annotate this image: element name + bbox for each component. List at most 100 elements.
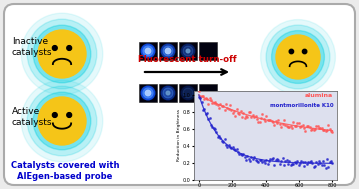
Point [246, 158, 252, 161]
Circle shape [163, 88, 173, 98]
Point [227, 103, 233, 106]
Point [282, 160, 288, 163]
Point [219, 104, 225, 107]
Point [277, 122, 283, 125]
Point [208, 124, 214, 127]
Point [309, 161, 315, 164]
Point [232, 148, 238, 151]
Point [224, 145, 230, 148]
Circle shape [38, 30, 86, 78]
Point [296, 163, 302, 166]
Point [317, 127, 323, 130]
FancyBboxPatch shape [139, 42, 157, 60]
Point [255, 160, 261, 163]
Circle shape [33, 25, 91, 83]
Point [317, 161, 323, 164]
Point [285, 125, 291, 129]
Point [266, 119, 272, 122]
Point [232, 114, 238, 117]
Point [264, 159, 269, 162]
Point [258, 116, 264, 119]
Point [293, 161, 299, 164]
Circle shape [302, 49, 307, 54]
FancyBboxPatch shape [4, 4, 355, 185]
Point [304, 125, 310, 128]
Point [207, 117, 213, 120]
Point [226, 143, 232, 146]
Point [216, 135, 222, 138]
Circle shape [27, 86, 97, 156]
Circle shape [143, 88, 153, 98]
Circle shape [52, 46, 57, 50]
FancyBboxPatch shape [179, 42, 197, 60]
Point [324, 129, 330, 132]
Circle shape [67, 46, 71, 50]
Point [321, 163, 327, 167]
Point [300, 160, 306, 163]
Circle shape [21, 13, 103, 95]
Point [241, 111, 246, 114]
Point [278, 160, 284, 163]
Point [247, 160, 253, 163]
Point [284, 125, 289, 128]
Point [319, 126, 325, 129]
Point [210, 126, 215, 129]
Point [323, 166, 328, 169]
Circle shape [27, 19, 97, 89]
Point [296, 122, 302, 125]
Point [203, 97, 209, 100]
Point [278, 126, 284, 129]
Point [231, 147, 237, 150]
Circle shape [183, 88, 193, 98]
Point [242, 117, 248, 120]
Point [313, 160, 319, 163]
Point [231, 110, 237, 113]
Text: alumina: alumina [305, 93, 333, 98]
Point [257, 121, 262, 124]
Point [243, 158, 249, 161]
Point [277, 162, 283, 165]
Text: montmorillonite K10: montmorillonite K10 [270, 103, 333, 108]
Point [326, 124, 331, 127]
Point [281, 119, 287, 122]
FancyBboxPatch shape [159, 84, 177, 102]
Point [290, 163, 296, 166]
Point [237, 153, 242, 156]
Point [294, 159, 300, 162]
Point [196, 90, 202, 93]
Point [249, 155, 255, 158]
Point [284, 158, 289, 161]
Point [246, 111, 252, 114]
Point [324, 157, 330, 160]
Circle shape [186, 49, 190, 53]
Point [222, 137, 227, 140]
Point [308, 159, 314, 162]
Point [309, 127, 315, 130]
Point [281, 164, 287, 167]
Circle shape [145, 48, 151, 54]
Point [289, 126, 295, 129]
Circle shape [145, 90, 151, 96]
Text: Active
catalysts: Active catalysts [12, 107, 52, 127]
Point [212, 100, 218, 103]
Point [273, 158, 279, 161]
Point [292, 125, 298, 128]
Point [218, 103, 223, 106]
Point [257, 159, 262, 162]
Point [265, 163, 271, 166]
Point [235, 150, 241, 153]
Point [211, 127, 216, 130]
Point [316, 126, 322, 129]
Point [254, 160, 260, 163]
FancyBboxPatch shape [179, 84, 197, 102]
Point [201, 108, 207, 111]
Point [321, 128, 327, 131]
Circle shape [276, 97, 320, 141]
Point [307, 161, 312, 164]
Circle shape [302, 111, 307, 116]
Point [300, 124, 306, 127]
Point [288, 124, 294, 127]
Point [299, 159, 304, 162]
Point [204, 98, 210, 101]
Point [293, 124, 299, 127]
